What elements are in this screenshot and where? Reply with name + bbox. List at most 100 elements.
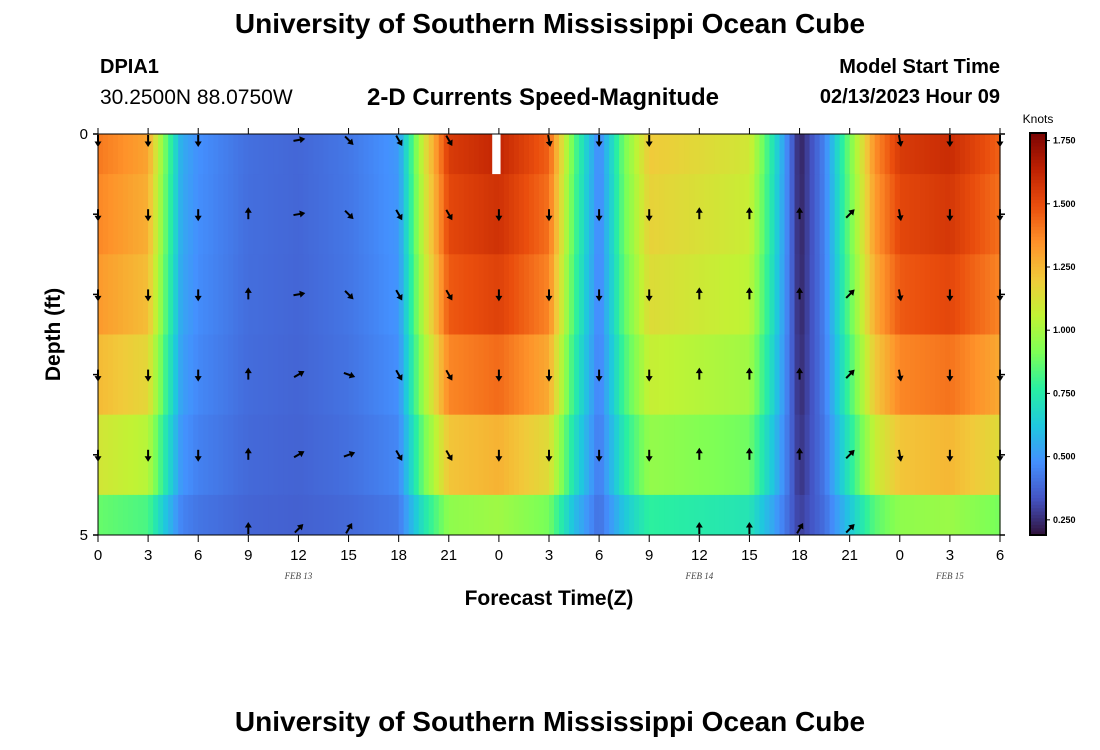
arrow-head — [396, 293, 403, 301]
heatmap-cell — [458, 414, 465, 496]
heatmap-cell — [749, 134, 756, 175]
heatmap-cell — [909, 254, 916, 335]
heatmap-cell — [413, 414, 420, 496]
heatmap-cell — [258, 334, 264, 416]
heatmap-cell — [283, 334, 290, 416]
heatmap-cell — [143, 414, 149, 496]
heatmap-cell — [574, 334, 580, 416]
heatmap-cell — [118, 334, 124, 416]
heatmap-cell — [453, 254, 460, 335]
heatmap-cell — [143, 134, 149, 175]
heatmap-cell — [904, 334, 911, 416]
heatmap-cell — [378, 134, 385, 175]
colorbar: 1.750 1.500 1.250 1.000 0.750 0.500 0.250 — [1029, 132, 1076, 536]
heatmap-cell — [789, 134, 796, 175]
heatmap-cell — [644, 134, 650, 175]
heatmap-cell — [158, 414, 164, 496]
heatmap-cell — [884, 334, 891, 416]
heatmap-cell — [273, 254, 279, 335]
heatmap-cell — [158, 334, 164, 416]
heatmap-cell — [303, 174, 310, 255]
heatmap-cell — [589, 494, 595, 536]
heatmap-cell — [974, 254, 981, 335]
heatmap-cell — [373, 254, 380, 335]
heatmap-cell — [844, 334, 851, 416]
current-arrow — [395, 209, 403, 221]
heatmap-cell — [829, 254, 836, 335]
heatmap-cell — [183, 254, 189, 335]
arrow-head — [244, 207, 252, 213]
heatmap-cell — [528, 174, 535, 255]
heatmap-cell — [684, 174, 690, 255]
heatmap-cell — [704, 494, 710, 536]
heatmap-cell — [989, 334, 996, 416]
heatmap-cell — [263, 254, 269, 335]
heatmap-cell — [604, 134, 610, 175]
heatmap-cell — [438, 414, 445, 496]
heatmap-cell — [714, 174, 720, 255]
arrow-head — [446, 374, 453, 381]
heatmap-cell — [579, 334, 585, 416]
heatmap-cell — [208, 334, 214, 416]
heatmap-cell — [709, 414, 715, 496]
heatmap-cell — [423, 414, 430, 496]
heatmap-cell — [864, 494, 871, 536]
heatmap-cell — [579, 494, 585, 536]
heatmap-cell — [864, 174, 871, 255]
heatmap-cell — [749, 174, 756, 255]
heatmap-cell — [624, 134, 630, 175]
current-arrow — [395, 289, 403, 301]
heatmap-cell — [253, 494, 259, 536]
heatmap-cell — [363, 174, 370, 255]
heatmap-cell — [283, 254, 290, 335]
colorbar-segment — [1030, 488, 1046, 492]
missing-data-layer — [492, 134, 501, 175]
heatmap-cell — [483, 334, 490, 416]
heatmap-cell — [789, 254, 796, 335]
heatmap-cell — [393, 334, 400, 416]
heatmap-cell — [353, 414, 360, 496]
heatmap-cell — [328, 254, 335, 335]
heatmap-cell — [954, 494, 961, 536]
current-arrow — [194, 369, 202, 382]
heatmap-cell — [113, 414, 119, 496]
heatmap-cell — [408, 414, 415, 496]
heatmap-cell — [213, 254, 219, 335]
heatmap-cell — [223, 334, 229, 416]
heatmap-cell — [744, 414, 751, 496]
heatmap-cell — [108, 334, 114, 416]
heatmap-cell — [914, 254, 921, 335]
colorbar-segment — [1030, 464, 1046, 469]
heatmap-cell — [659, 134, 665, 175]
heatmap-cell — [979, 254, 986, 335]
heatmap-cell — [564, 254, 570, 335]
heatmap-cell — [769, 494, 776, 536]
heatmap-cell — [443, 254, 450, 335]
heatmap-cell — [914, 494, 921, 536]
heatmap-cell — [759, 494, 766, 536]
heatmap-cell — [123, 494, 129, 536]
heatmap-cell — [609, 334, 615, 416]
heatmap-cell — [513, 414, 520, 496]
heatmap-cell — [363, 134, 370, 175]
arrow-head — [796, 287, 804, 293]
station-id: DPIA1 — [100, 56, 159, 78]
heatmap-cell — [403, 174, 410, 255]
arrow-head — [495, 215, 503, 222]
arrow-head — [194, 376, 202, 382]
heatmap-cell — [744, 334, 751, 416]
colorbar-segment — [1030, 303, 1046, 308]
heatmap-cell — [533, 254, 540, 335]
colorbar-segment — [1030, 200, 1046, 204]
heatmap-cell — [919, 254, 926, 335]
heatmap-cell — [483, 174, 490, 255]
colorbar-segment — [1030, 196, 1046, 201]
heatmap-cell — [133, 494, 139, 536]
heatmap-cell — [488, 414, 495, 496]
current-arrow — [745, 367, 753, 380]
heatmap-cell — [148, 254, 154, 335]
heatmap-cell — [709, 174, 715, 255]
colorbar-segment — [1030, 146, 1046, 151]
heatmap-cell — [639, 174, 645, 255]
colorbar-segment — [1030, 313, 1046, 318]
